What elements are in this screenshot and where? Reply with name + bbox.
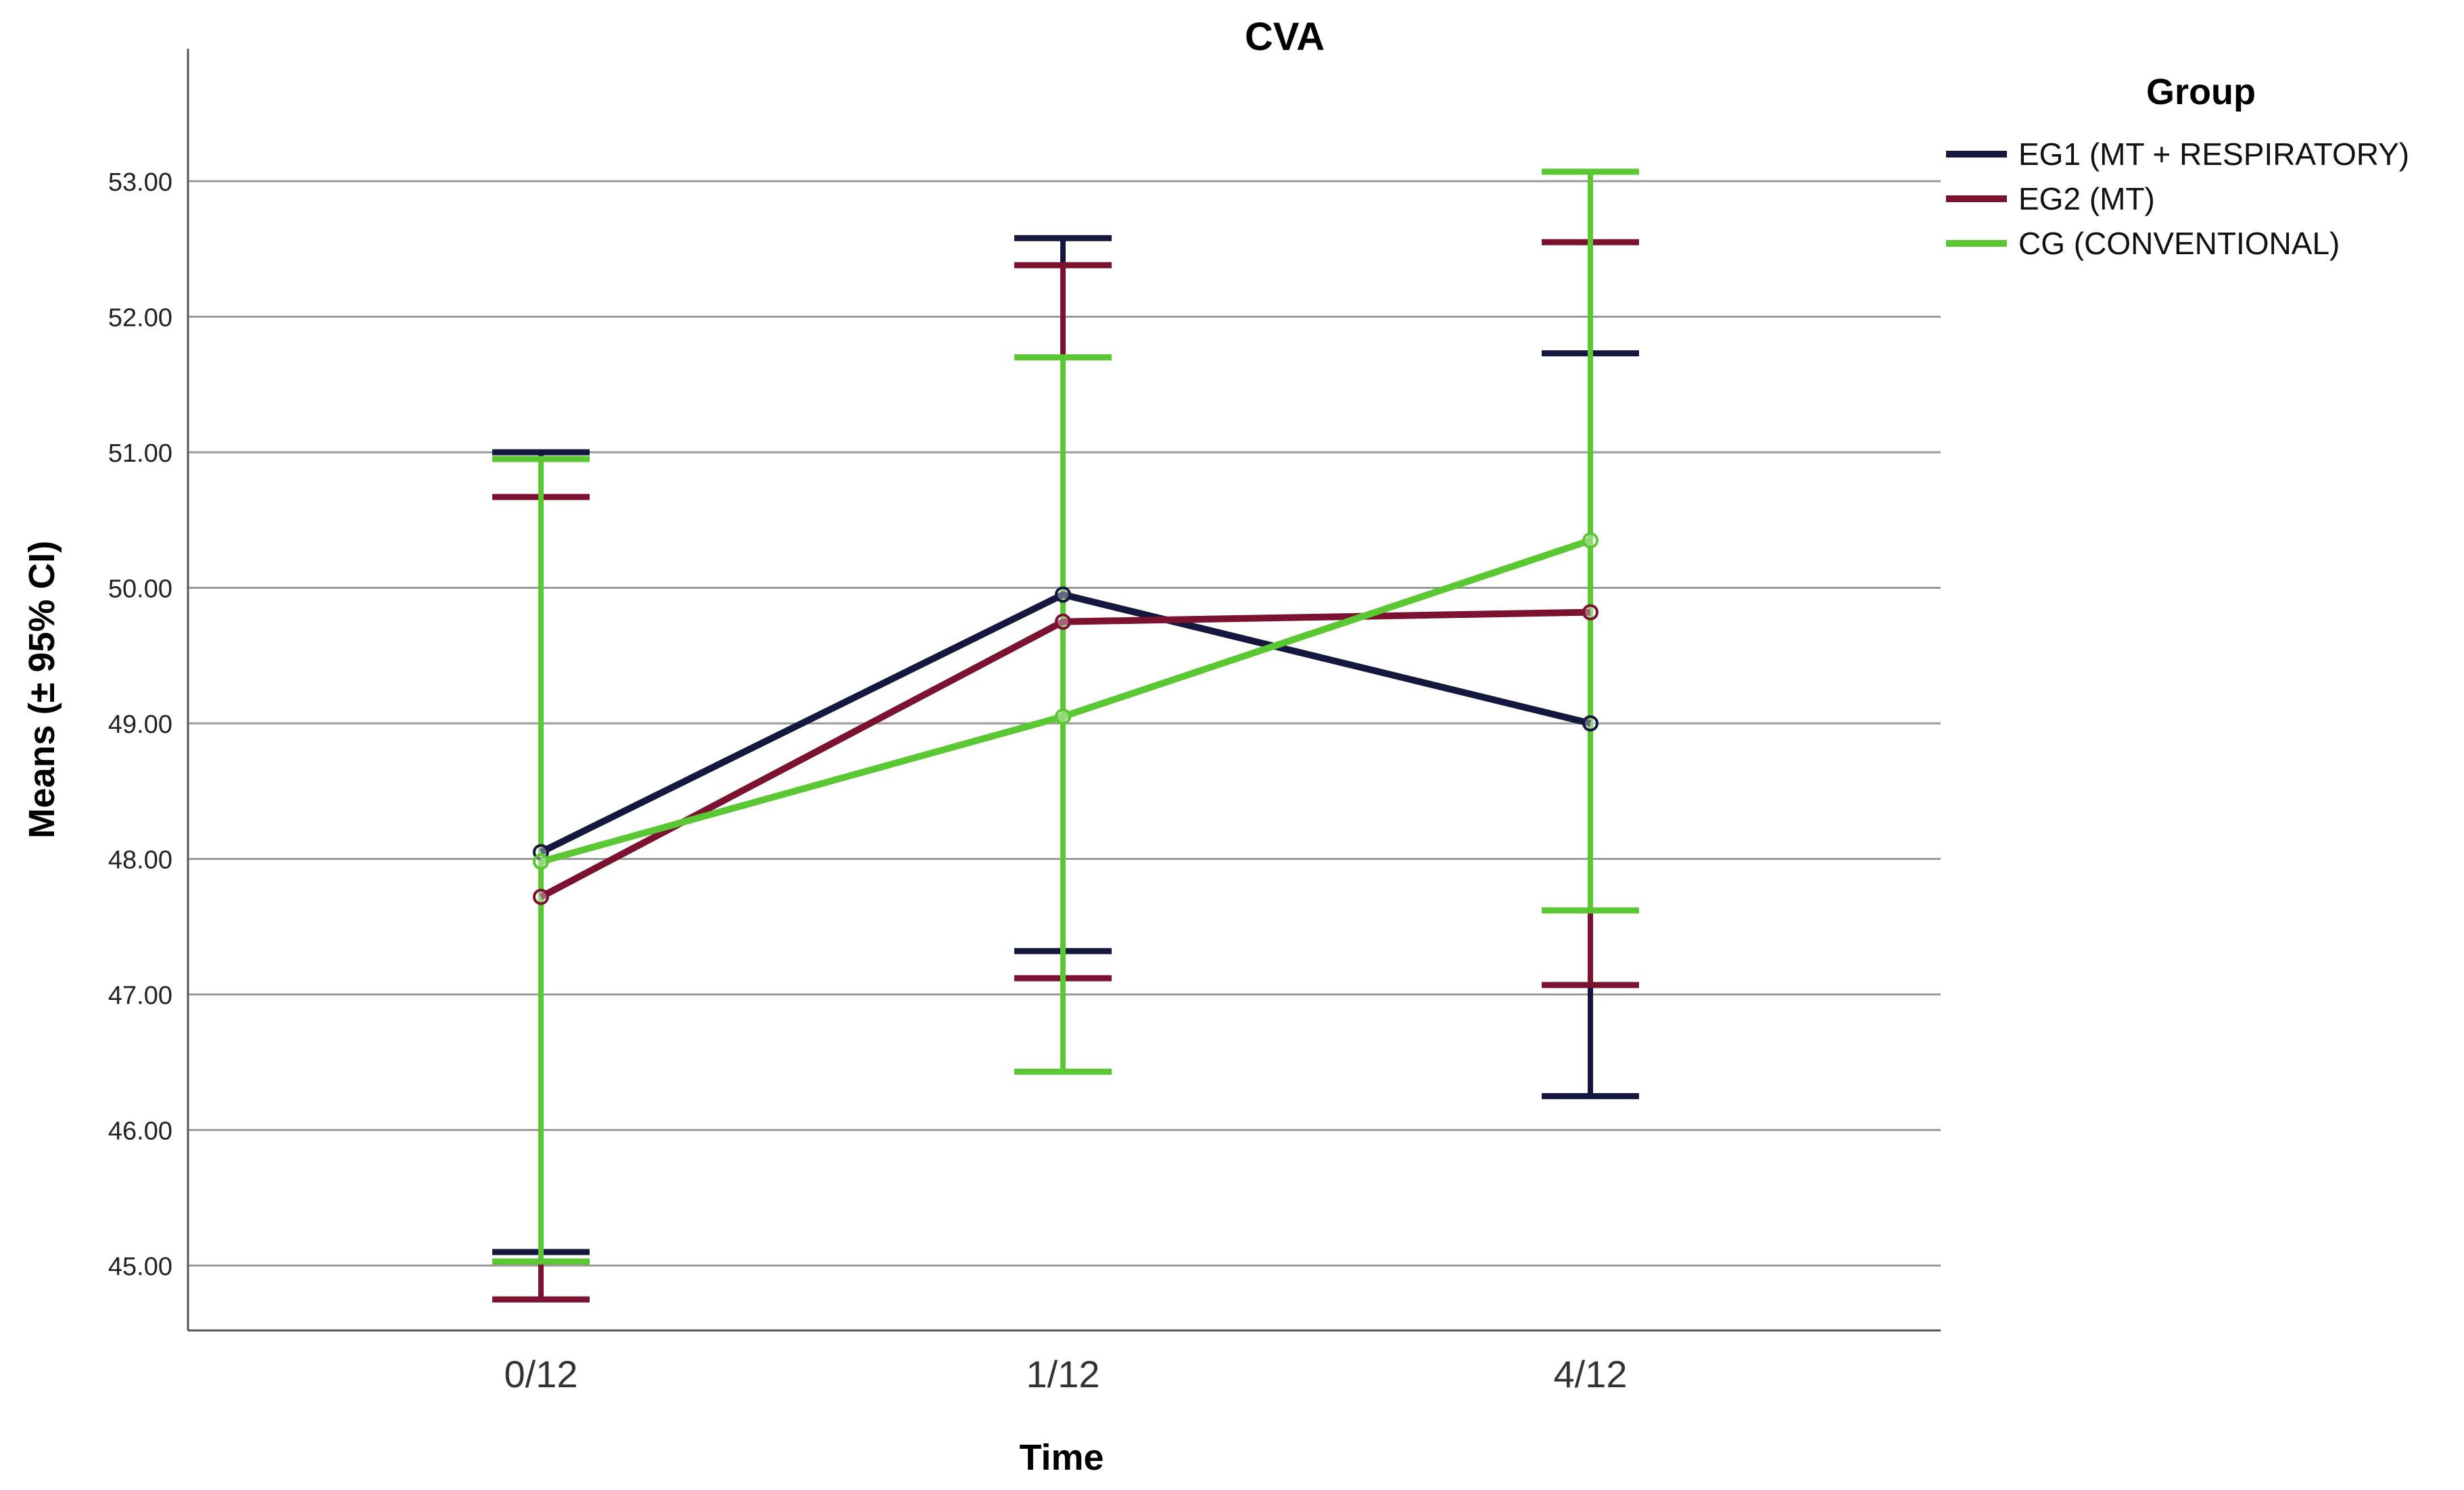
data-point xyxy=(1582,532,1598,549)
y-tick-label: 51.00 xyxy=(108,439,172,468)
legend-item: CG (CONVENTIONAL) xyxy=(1946,226,2340,261)
series-line xyxy=(539,591,1592,855)
y-tick-labels: 45.00 46.00 47.00 48.00 49.00 50.00 51.00 52.00… xyxy=(108,168,172,1281)
y-tick-label: 50.00 xyxy=(108,575,172,604)
y-tick-label: 46.00 xyxy=(108,1118,172,1146)
series-line-group-1 xyxy=(533,586,1598,861)
data-point xyxy=(1055,708,1071,725)
legend-label: EG1 (MT + RESPIRATORY) xyxy=(2018,137,2409,172)
series-line-group-3 xyxy=(533,532,1598,870)
axes xyxy=(187,49,1941,1332)
y-tick-label: 47.00 xyxy=(108,982,172,1010)
chart-title: CVA xyxy=(1245,15,1325,59)
data-point xyxy=(1582,715,1598,731)
x-tick-label: 1/12 xyxy=(1026,1353,1100,1395)
data-point xyxy=(1055,586,1071,603)
data-point xyxy=(1055,613,1071,630)
y-tick-label: 49.00 xyxy=(108,711,172,739)
legend: Group EG1 (MT + RESPIRATORY) EG2 (MT) CG (… xyxy=(1946,72,2409,261)
y-tick-label: 48.00 xyxy=(108,846,172,875)
series-layer xyxy=(492,168,1639,1303)
x-tick-label: 0/12 xyxy=(504,1353,578,1395)
legend-item: EG2 (MT) xyxy=(1946,181,2155,216)
data-point xyxy=(1582,604,1598,621)
legend-item: EG1 (MT + RESPIRATORY) xyxy=(1946,137,2409,172)
legend-label: EG2 (MT) xyxy=(2018,181,2155,216)
data-point xyxy=(533,888,549,905)
series-line-group-2 xyxy=(533,604,1598,905)
x-tick-labels: 0/12 1/12 4/12 xyxy=(504,1353,1628,1395)
legend-label: CG (CONVENTIONAL) xyxy=(2018,226,2340,261)
x-tick-label: 4/12 xyxy=(1554,1353,1628,1395)
series-line xyxy=(539,608,1591,900)
y-tick-label: 52.00 xyxy=(108,304,172,333)
x-axis-title: Time xyxy=(1019,1437,1104,1478)
data-point xyxy=(533,853,549,870)
legend-title: Group xyxy=(2146,72,2256,112)
y-axis-title: Means (± 95% CI) xyxy=(22,541,62,839)
y-tick-label: 53.00 xyxy=(108,168,172,197)
y-tick-label: 45.00 xyxy=(108,1253,172,1281)
series-line xyxy=(540,537,1592,865)
